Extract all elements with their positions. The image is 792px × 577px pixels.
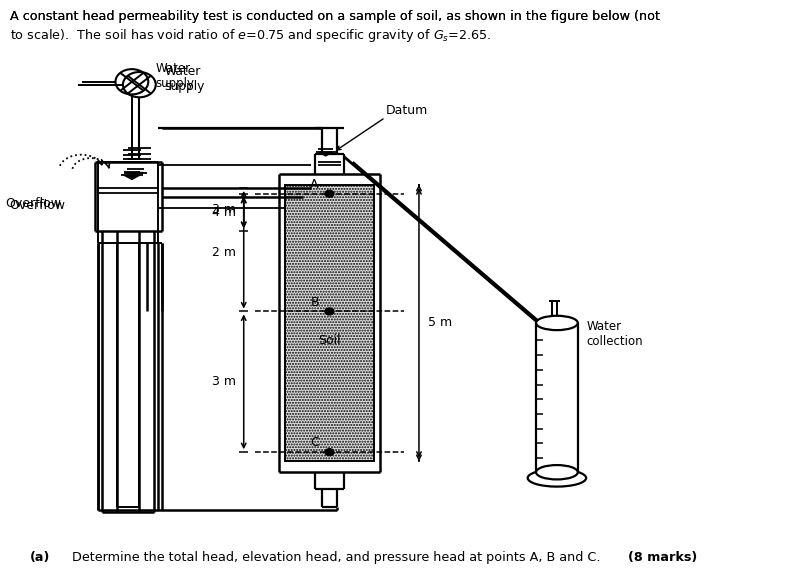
- Text: Water
collection: Water collection: [587, 320, 643, 348]
- Text: 2 m: 2 m: [212, 246, 236, 259]
- Ellipse shape: [536, 316, 578, 330]
- Circle shape: [325, 308, 334, 315]
- Text: Datum: Datum: [386, 104, 428, 117]
- Text: 5 m: 5 m: [428, 316, 452, 329]
- Polygon shape: [319, 152, 333, 156]
- Circle shape: [325, 449, 334, 456]
- Polygon shape: [124, 175, 139, 179]
- Text: Overflow: Overflow: [5, 197, 61, 210]
- Text: (8 marks): (8 marks): [628, 552, 697, 564]
- Ellipse shape: [527, 469, 586, 486]
- Text: 3 m: 3 m: [212, 375, 236, 388]
- Polygon shape: [128, 173, 143, 177]
- Text: A constant head permeability test is conducted on a sample of soil, as shown in : A constant head permeability test is con…: [10, 10, 661, 23]
- Circle shape: [325, 190, 334, 197]
- Text: 4 m: 4 m: [212, 206, 236, 219]
- Text: (a): (a): [30, 552, 50, 564]
- Text: Water
supply: Water supply: [165, 65, 205, 93]
- Text: C: C: [310, 436, 319, 449]
- Text: 3 m: 3 m: [212, 203, 236, 216]
- Text: B: B: [310, 295, 319, 309]
- Text: A constant head permeability test is conducted on a sample of soil, as shown in : A constant head permeability test is con…: [10, 10, 661, 23]
- Text: to scale).  The soil has void ratio of $e$=0.75 and specific gravity of $G_s$=2.: to scale). The soil has void ratio of $e…: [10, 27, 492, 44]
- Text: Overflow: Overflow: [9, 198, 65, 212]
- Text: Water
supply: Water supply: [156, 62, 195, 90]
- Text: A: A: [310, 178, 319, 191]
- Text: Determine the total head, elevation head, and pressure head at points A, B and C: Determine the total head, elevation head…: [72, 552, 605, 564]
- Bar: [285, 185, 374, 461]
- Ellipse shape: [536, 465, 578, 479]
- Text: Soil: Soil: [318, 334, 341, 347]
